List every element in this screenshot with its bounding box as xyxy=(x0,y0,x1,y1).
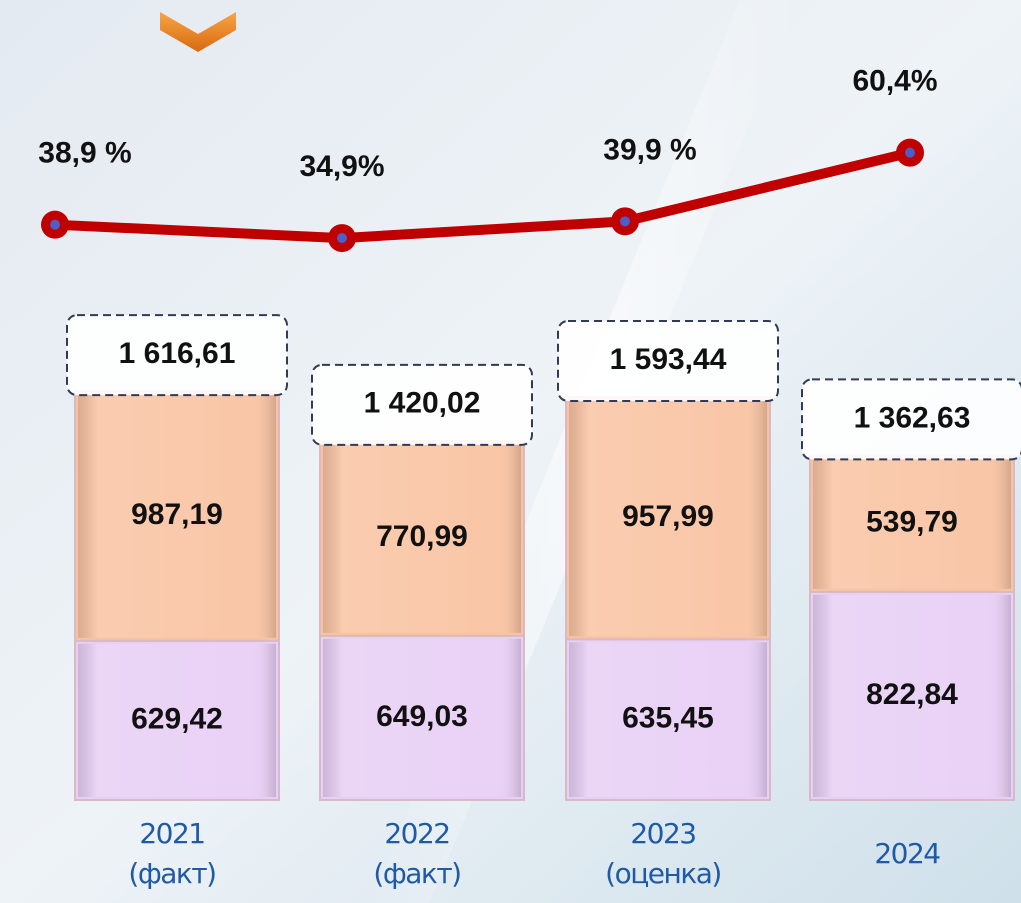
x-tick-label: 2024 xyxy=(874,837,940,870)
total-box xyxy=(66,314,288,397)
chevron-icon xyxy=(160,12,236,52)
bar-bevel xyxy=(813,594,1011,797)
segment-label: 957,99 xyxy=(622,500,714,533)
segment-label: 987,19 xyxy=(131,498,223,531)
x-tick-label: (факт) xyxy=(373,857,460,890)
x-tick-label: 2021 xyxy=(139,817,204,850)
bar-bevel xyxy=(78,394,276,638)
bar-bevel xyxy=(569,642,767,797)
bar-bevel xyxy=(813,458,1011,589)
line-marker-dot xyxy=(50,219,60,230)
line-label: 39,9 % xyxy=(603,133,696,166)
line-label: 34,9% xyxy=(299,150,384,183)
bar-bevel xyxy=(569,399,767,637)
bar-bevel xyxy=(323,443,521,633)
total-box xyxy=(557,319,779,402)
segment-label: 635,45 xyxy=(622,702,714,735)
line-label: 60,4% xyxy=(852,65,937,98)
segment-label: 822,84 xyxy=(866,678,958,711)
total-label: 1 593,44 xyxy=(610,343,727,376)
line-label: 38,9 % xyxy=(38,137,131,170)
x-tick-label: 2022 xyxy=(384,817,449,850)
segment-label: 770,99 xyxy=(376,520,468,553)
line-marker-dot xyxy=(337,233,347,244)
total-box xyxy=(801,378,1021,461)
x-tick-label: 2023 xyxy=(630,817,695,850)
line-marker-dot xyxy=(905,147,915,158)
x-tick-label: (оценка) xyxy=(605,857,721,890)
line-marker-dot xyxy=(620,216,630,227)
total-label: 1 420,02 xyxy=(364,387,481,420)
x-tick-label: (факт) xyxy=(128,857,215,890)
segment-label: 629,42 xyxy=(131,702,223,735)
bar-bevel xyxy=(78,643,276,797)
total-label: 1 362,63 xyxy=(854,401,971,434)
total-box xyxy=(311,363,533,446)
line xyxy=(54,147,912,244)
segment-label: 649,03 xyxy=(376,700,468,733)
bar-bevel xyxy=(323,638,521,797)
segment-label: 539,79 xyxy=(866,506,958,539)
total-label: 1 616,61 xyxy=(119,337,236,370)
